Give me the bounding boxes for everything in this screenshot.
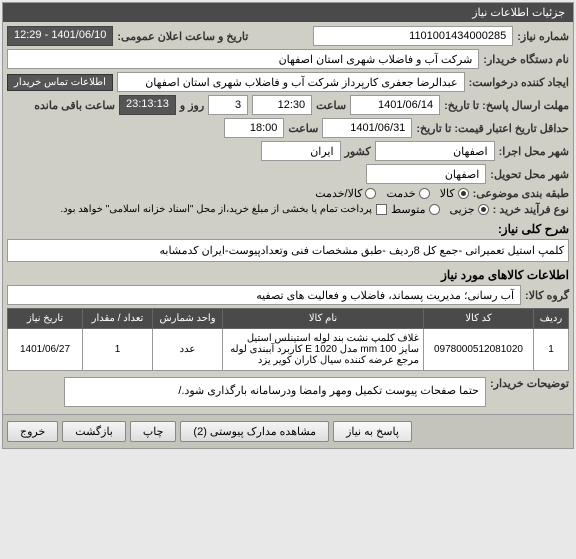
summary-title: شرح کلی نیاز:	[7, 222, 569, 236]
radio-both-label: کالا/خدمت	[315, 187, 362, 200]
panel-body: شماره نیاز: 1101001434000285 تاریخ و ساع…	[3, 22, 573, 414]
city-deliver-field: اصفهان	[366, 164, 486, 184]
row-city-deliver: شهر محل تحویل: اصفهان	[7, 164, 569, 184]
radio-goods[interactable]: کالا	[440, 187, 469, 200]
panel-title: جزئیات اطلاعات نیاز	[3, 3, 573, 22]
row-goods-group: گروه کالا: آب رسانی؛ مدیریت پسماند، فاضل…	[7, 285, 569, 305]
cell-unit: عدد	[153, 329, 223, 371]
details-panel: جزئیات اطلاعات نیاز شماره نیاز: 11010014…	[2, 2, 574, 449]
col-qty: تعداد / مقدار	[83, 309, 153, 329]
buyer-notes-label: توضیحات خریدار:	[490, 377, 569, 390]
row-city-exec: شهر محل اجرا: اصفهان کشور ایران	[7, 141, 569, 161]
table-row: 10978000512081020غلاف کلمپ نشت بند لوله …	[8, 329, 569, 371]
row-credit: حداقل تاریخ اعتبار قیمت: تا تاریخ: 1401/…	[7, 118, 569, 138]
radio-partial[interactable]: جزیی	[450, 203, 489, 216]
requester-field: عبدالرضا جعفری کارپرداز شرکت آب و فاضلاب…	[117, 72, 465, 92]
radio-service-label: خدمت	[386, 187, 415, 200]
category-label: طبقه بندی موضوعی:	[473, 187, 569, 200]
col-row: ردیف	[534, 309, 569, 329]
credit-label: حداقل تاریخ اعتبار قیمت: تا تاریخ:	[416, 122, 569, 135]
city-exec-field: اصفهان	[375, 141, 495, 161]
cell-name: غلاف کلمپ نشت بند لوله استینلس استیل سای…	[223, 329, 424, 371]
goods-title: اطلاعات کالاهای مورد نیاز	[7, 268, 569, 282]
process-label: نوع فرآیند خرید :	[493, 203, 569, 216]
city-exec-label: شهر محل اجرا:	[499, 145, 569, 158]
print-button[interactable]: چاپ	[130, 421, 177, 442]
credit-time: 18:00	[224, 118, 284, 138]
announce-label: تاریخ و ساعت اعلان عمومی:	[117, 30, 248, 43]
country-field: ایران	[261, 141, 341, 161]
radio-service-input[interactable]	[419, 188, 430, 199]
radio-both-input[interactable]	[365, 188, 376, 199]
days-left: 3	[208, 95, 248, 115]
col-name: نام کالا	[223, 309, 424, 329]
attachments-button[interactable]: مشاهده مدارک پیوستی (2)	[180, 421, 329, 442]
response-deadline-label: مهلت ارسال پاسخ: تا تاریخ:	[444, 99, 569, 112]
announce-value: 1401/06/10 - 12:29	[7, 26, 113, 46]
col-date: تاریخ نیاز	[8, 309, 83, 329]
countdown: 23:13:13	[119, 95, 176, 115]
cell-code: 0978000512081020	[424, 329, 534, 371]
buyer-field: شرکت آب و فاضلاب شهری استان اصفهان	[7, 49, 479, 69]
process-radio-group: جزیی متوسط	[391, 203, 489, 216]
buyer-label: نام دستگاه خریدار:	[483, 53, 569, 66]
cell-row: 1	[534, 329, 569, 371]
time-label-1: ساعت	[316, 99, 346, 112]
payment-checkbox[interactable]	[376, 204, 387, 215]
row-requester: ایجاد کننده درخواست: عبدالرضا جعفری کارپ…	[7, 72, 569, 92]
buyer-notes-text: حتما صفحات پیوست تکمیل ومهر وامضا ودرسام…	[64, 377, 486, 407]
row-response-deadline: مهلت ارسال پاسخ: تا تاریخ: 1401/06/14 سا…	[7, 95, 569, 115]
need-number-field: 1101001434000285	[313, 26, 513, 46]
radio-medium-label: متوسط	[391, 203, 426, 216]
country-label: کشور	[345, 145, 371, 158]
col-code: کد کالا	[424, 309, 534, 329]
table-header-row: ردیف کد کالا نام کالا واحد شمارش تعداد /…	[8, 309, 569, 329]
radio-service[interactable]: خدمت	[386, 187, 429, 200]
radio-medium-input[interactable]	[429, 204, 440, 215]
city-deliver-label: شهر محل تحویل:	[490, 168, 569, 181]
goods-group-label: گروه کالا:	[525, 289, 569, 302]
goods-group-field: آب رسانی؛ مدیریت پسماند، فاضلاب و فعالیت…	[7, 285, 521, 305]
response-time: 12:30	[252, 95, 312, 115]
reply-button[interactable]: پاسخ به نیاز	[333, 421, 412, 442]
row-process: نوع فرآیند خرید : جزیی متوسط پرداخت تمام…	[7, 203, 569, 216]
radio-both[interactable]: کالا/خدمت	[315, 187, 376, 200]
row-buyer: نام دستگاه خریدار: شرکت آب و فاضلاب شهری…	[7, 49, 569, 69]
summary-text: کلمپ استیل تعمیراتی -جمع کل 8ردیف -طبق م…	[7, 239, 569, 262]
category-radio-group: کالا خدمت کالا/خدمت	[315, 187, 468, 200]
radio-partial-label: جزیی	[450, 203, 475, 216]
payment-note: پرداخت تمام یا بخشی از مبلغ خرید،از محل …	[60, 204, 372, 215]
goods-table: ردیف کد کالا نام کالا واحد شمارش تعداد /…	[7, 308, 569, 371]
radio-goods-input[interactable]	[458, 188, 469, 199]
response-date: 1401/06/14	[350, 95, 440, 115]
cell-qty: 1	[83, 329, 153, 371]
back-button[interactable]: بازگشت	[62, 421, 126, 442]
row-category: طبقه بندی موضوعی: کالا خدمت کالا/خدمت	[7, 187, 569, 200]
cell-date: 1401/06/27	[8, 329, 83, 371]
button-bar: پاسخ به نیاز مشاهده مدارک پیوستی (2) چاپ…	[3, 414, 573, 448]
row-buyer-notes: توضیحات خریدار: حتما صفحات پیوست تکمیل و…	[7, 377, 569, 407]
row-need-number: شماره نیاز: 1101001434000285 تاریخ و ساع…	[7, 26, 569, 46]
time-label-2: ساعت	[288, 122, 318, 135]
days-left-label: روز و	[180, 99, 204, 112]
radio-goods-label: کالا	[440, 187, 455, 200]
radio-medium[interactable]: متوسط	[391, 203, 440, 216]
credit-date: 1401/06/31	[322, 118, 412, 138]
requester-label: ایجاد کننده درخواست:	[469, 76, 569, 89]
col-unit: واحد شمارش	[153, 309, 223, 329]
need-number-label: شماره نیاز:	[517, 30, 569, 43]
radio-partial-input[interactable]	[478, 204, 489, 215]
contact-info-button[interactable]: اطلاعات تماس خریدار	[7, 74, 113, 91]
remaining-label: ساعت باقی مانده	[34, 99, 115, 112]
exit-button[interactable]: خروج	[7, 421, 58, 442]
